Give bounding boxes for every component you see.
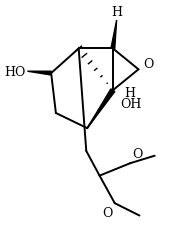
Text: H: H [124, 86, 135, 99]
Text: O: O [102, 206, 113, 219]
Text: OH: OH [120, 98, 142, 111]
Polygon shape [111, 21, 117, 49]
Text: HO: HO [4, 65, 25, 78]
Text: O: O [132, 148, 142, 161]
Text: H: H [111, 6, 122, 19]
Polygon shape [27, 72, 51, 76]
Text: O: O [143, 58, 154, 71]
Polygon shape [87, 89, 115, 129]
